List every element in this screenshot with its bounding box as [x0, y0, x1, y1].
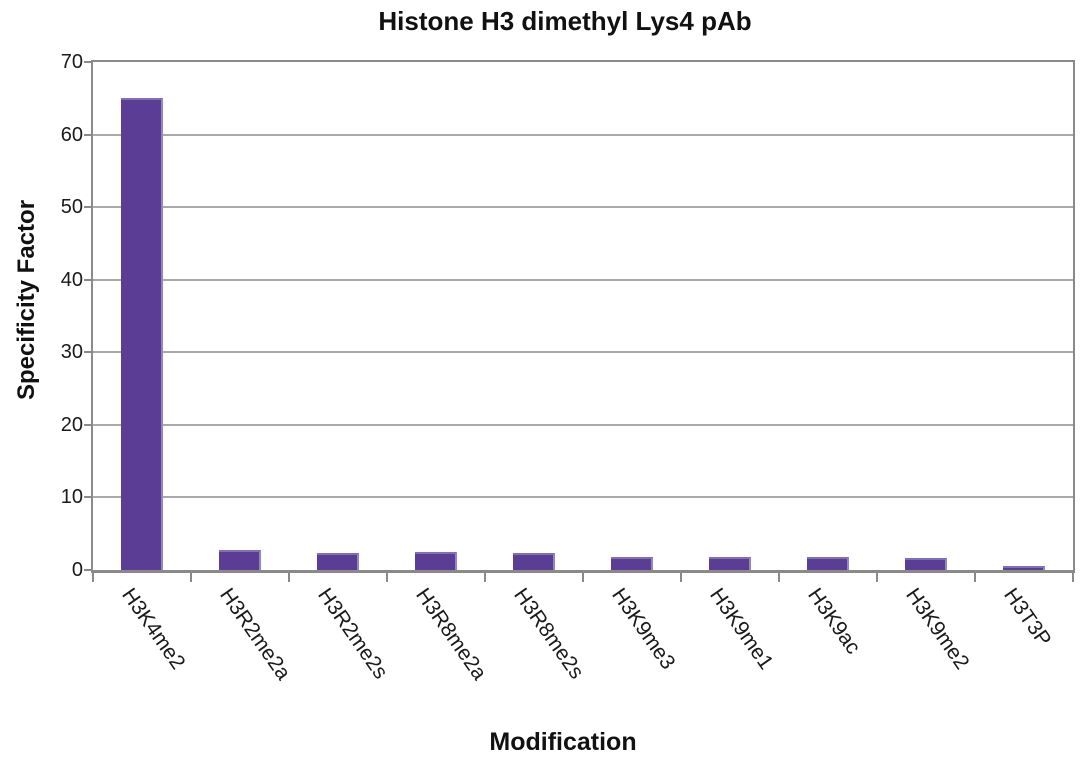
- x-category-label-H3K9me1: H3K9me1: [705, 584, 778, 674]
- gridline-30: [93, 351, 1073, 354]
- bar-H3K9me1: [709, 557, 751, 570]
- y-tick-mark-60: [84, 133, 93, 136]
- x-tick-mark-2: [288, 573, 290, 582]
- x-tick-mark-5: [582, 573, 584, 582]
- bar-H3K9ac: [807, 557, 849, 570]
- x-tick-mark-7: [778, 573, 780, 582]
- y-tick-mark-10: [84, 496, 93, 499]
- gridline-50: [93, 206, 1073, 209]
- y-tick-mark-40: [84, 278, 93, 281]
- bar-H3T3P: [1003, 566, 1045, 570]
- x-tick-mark-0: [92, 573, 94, 582]
- y-tick-mark-70: [84, 61, 93, 63]
- gridline-40: [93, 278, 1073, 281]
- x-tick-mark-4: [484, 573, 486, 582]
- y-tick-label-20: 20: [60, 413, 83, 436]
- x-axis-title: Modification: [489, 728, 637, 756]
- bar-H3R8me2s: [513, 553, 555, 570]
- y-tick-mark-50: [84, 206, 93, 209]
- x-category-label-H3R2me2s: H3R2me2s: [313, 584, 393, 684]
- y-tick-label-50: 50: [60, 196, 83, 219]
- y-tick-mark-20: [84, 423, 93, 426]
- bar-H3K4me2: [121, 98, 163, 570]
- x-category-label-H3K9me3: H3K9me3: [607, 584, 680, 674]
- y-tick-label-0: 0: [71, 559, 83, 581]
- y-tick-label-30: 30: [60, 341, 83, 364]
- bar-H3K9me3: [611, 557, 653, 570]
- x-tick-mark-9: [974, 573, 976, 582]
- y-axis-title: Specificity Factor: [13, 199, 40, 401]
- x-category-label-H3K4me2: H3K4me2: [117, 584, 190, 674]
- x-category-label-H3K9me2: H3K9me2: [901, 584, 974, 674]
- bar-H3K9me2: [905, 558, 947, 570]
- x-category-label-H3T3P: H3T3P: [999, 584, 1056, 651]
- y-tick-label-60: 60: [60, 123, 83, 146]
- x-category-label-H3R2me2a: H3R2me2a: [215, 584, 295, 685]
- y-tick-label-10: 10: [60, 486, 83, 509]
- y-tick-mark-30: [84, 351, 93, 354]
- gridline-20: [93, 423, 1073, 426]
- gridline-10: [93, 496, 1073, 499]
- bar-H3R2me2s: [317, 553, 359, 570]
- bar-H3R2me2a: [219, 550, 261, 570]
- y-tick-label-40: 40: [60, 268, 83, 291]
- x-category-label-H3R8me2a: H3R8me2a: [411, 584, 491, 685]
- x-tick-mark-6: [680, 573, 682, 582]
- x-category-label-H3K9ac: H3K9ac: [803, 584, 865, 659]
- x-tick-mark-3: [386, 573, 388, 582]
- y-tick-label-70: 70: [60, 51, 83, 73]
- chart-title: Histone H3 dimethyl Lys4 pAb: [378, 6, 752, 36]
- plot-area: [91, 60, 1075, 573]
- x-tick-mark-8: [876, 573, 878, 582]
- gridline-60: [93, 133, 1073, 136]
- x-tick-mark-1: [190, 573, 192, 582]
- y-tick-mark-0: [84, 569, 93, 571]
- bar-H3R8me2a: [415, 552, 457, 570]
- x-category-label-H3R8me2s: H3R8me2s: [509, 584, 589, 684]
- x-tick-mark-10: [1072, 573, 1074, 582]
